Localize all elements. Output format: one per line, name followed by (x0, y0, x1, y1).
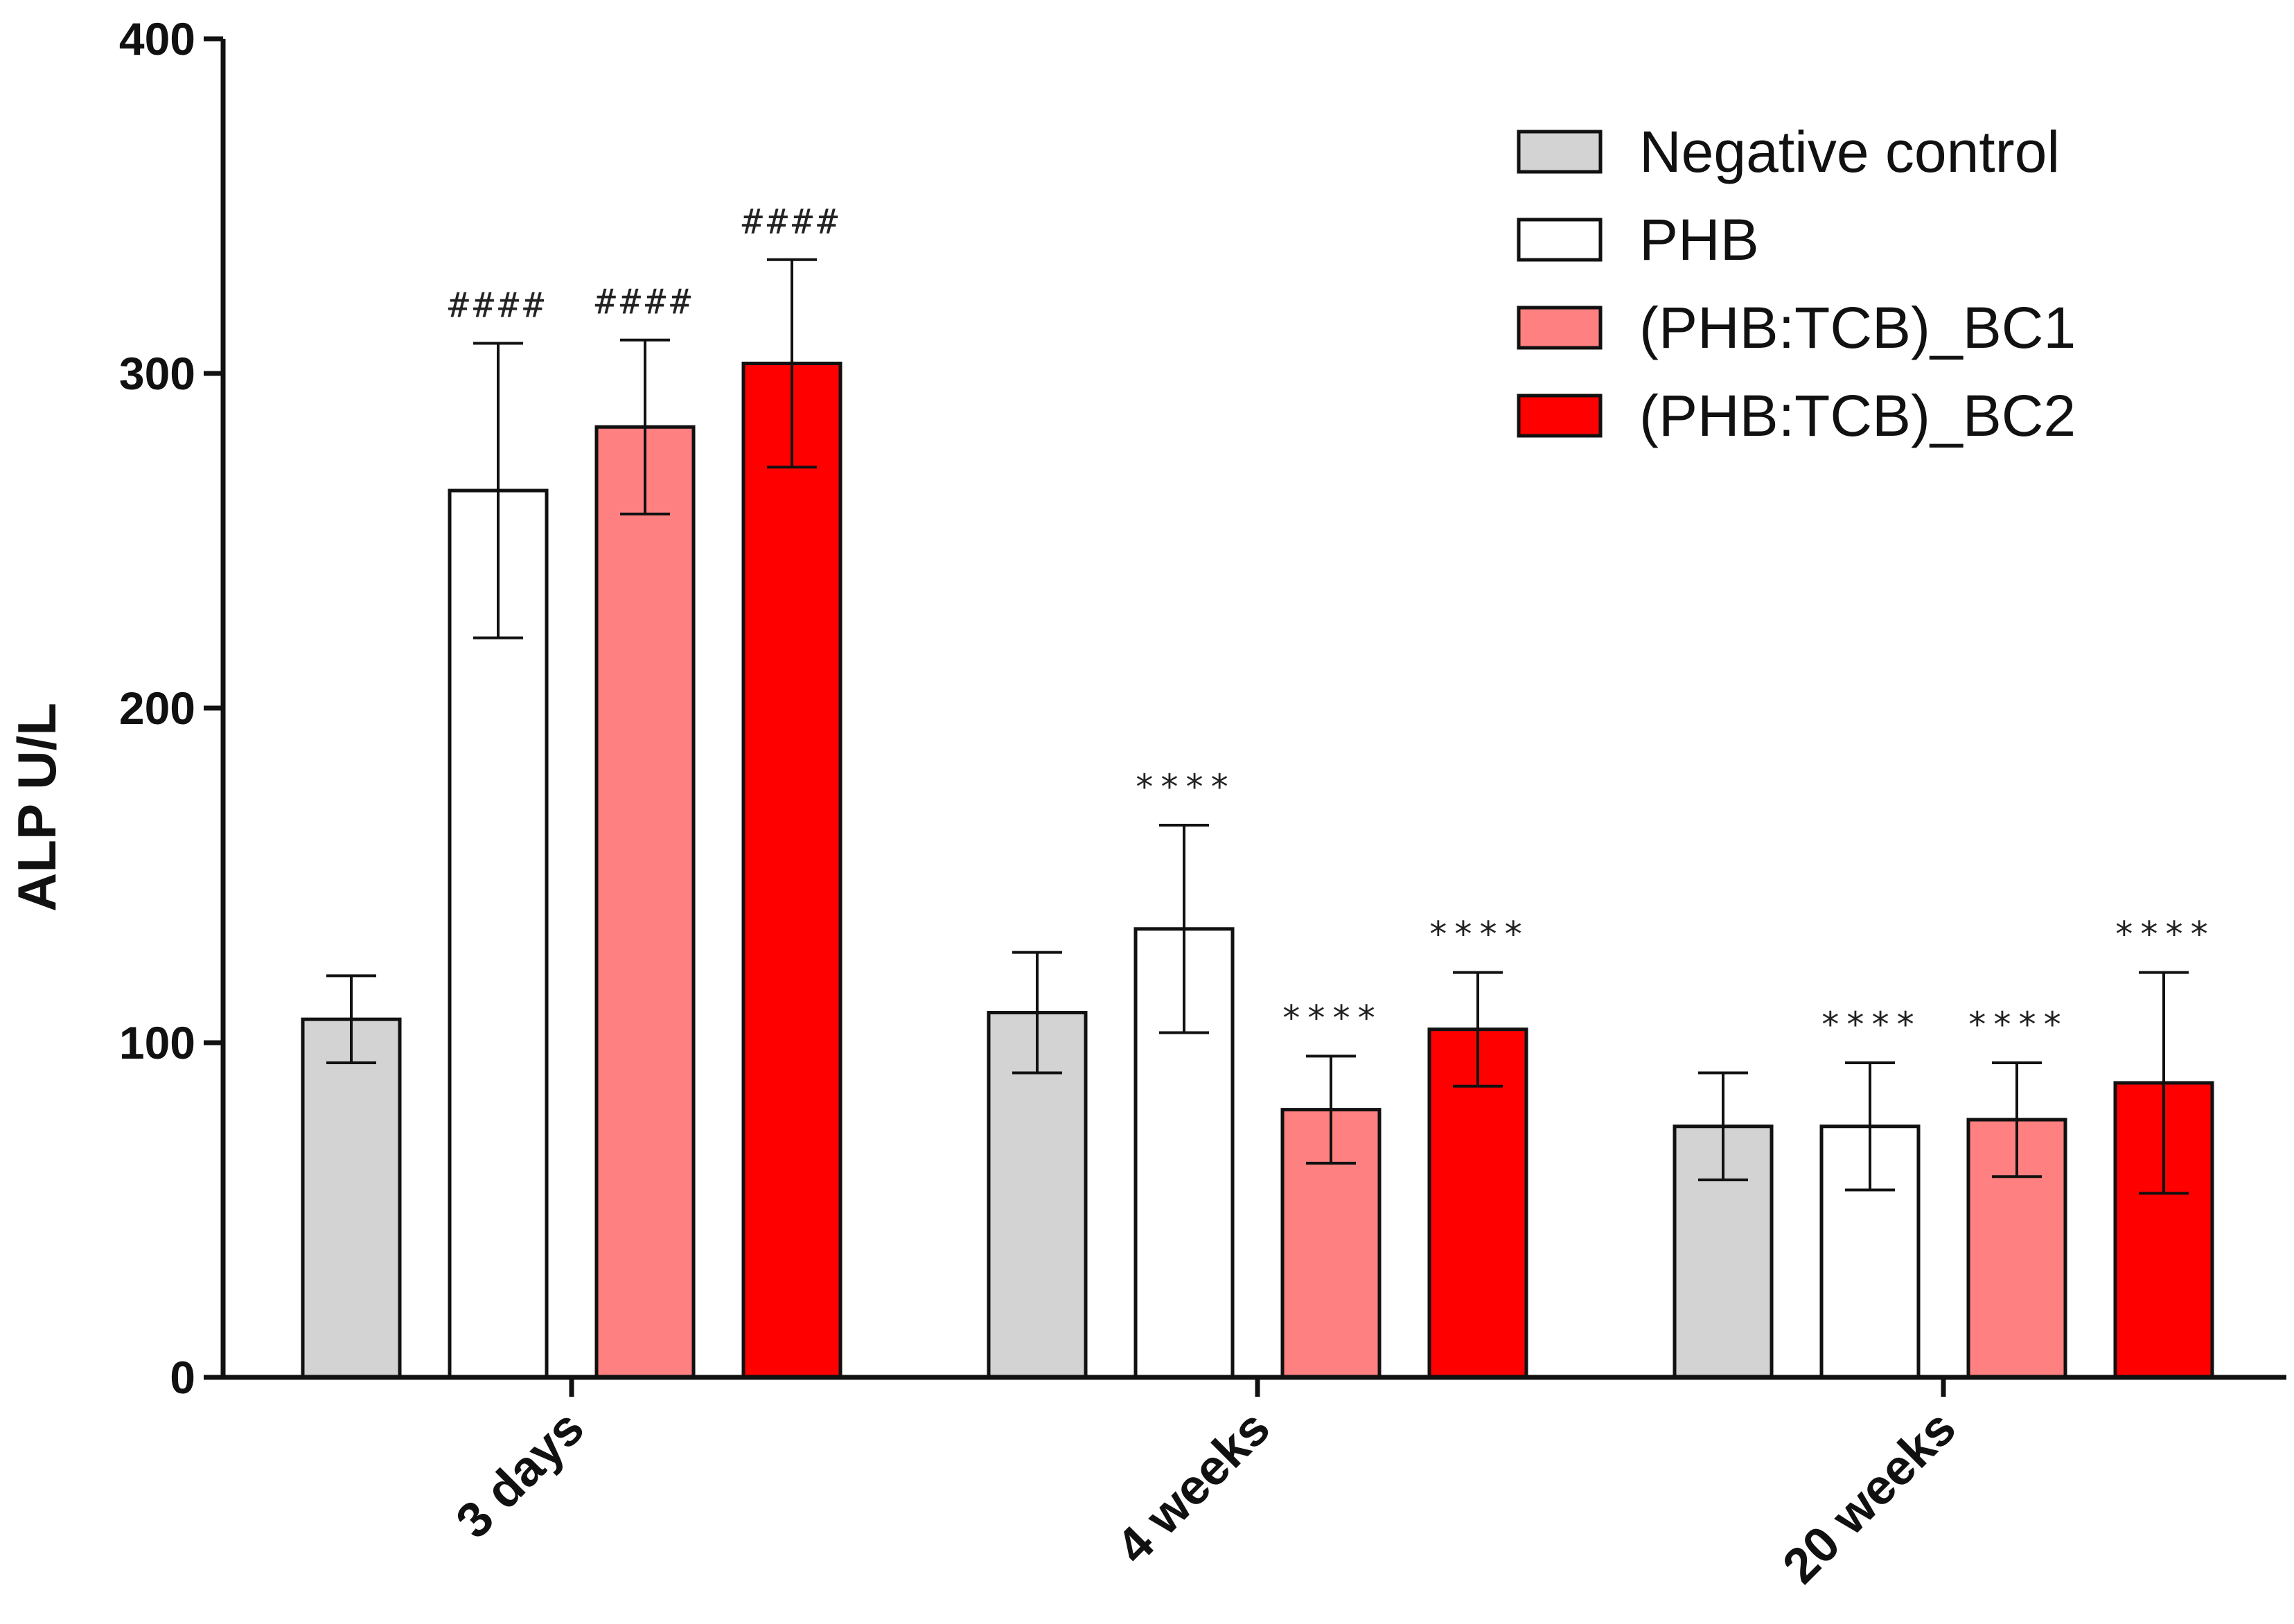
legend-swatch (1517, 394, 1603, 438)
significance-annotations: #### #### #### **** **** **** **** **** **** (448, 202, 2214, 1045)
legend-label: (PHB:TCB)_BC1 (1639, 295, 2076, 360)
significance-label: **** (1820, 1005, 1920, 1045)
legend-swatch (1517, 130, 1603, 174)
x-tick-label: 3 days (445, 1400, 594, 1549)
legend-label: Negative control (1639, 119, 2060, 184)
bars-layer (301, 362, 2214, 1379)
significance-label: #### (595, 282, 695, 322)
significance-label: **** (1967, 1005, 2067, 1045)
legend-swatch (1517, 218, 1603, 262)
bar (741, 362, 842, 1379)
y-axis-title: ALP U/L (6, 703, 67, 912)
y-axis-ticks: 0 100 200 300 400 (119, 13, 223, 1403)
x-tick-label: 4 weeks (1106, 1400, 1280, 1575)
bar (594, 425, 696, 1379)
y-tick-label: 0 (170, 1352, 195, 1403)
y-tick-label: 200 (119, 682, 195, 734)
bar (1280, 1108, 1382, 1379)
legend: Negative control PHB (PHB:TCB)_BC1 (PHB:TCB… (1517, 119, 2076, 448)
significance-label: **** (2114, 915, 2214, 955)
y-tick-label: 400 (119, 13, 195, 64)
significance-label: **** (1134, 767, 1234, 807)
x-axis-ticks: 3 days 4 weeks 20 weeks (445, 1377, 1966, 1594)
significance-label: #### (448, 285, 548, 326)
significance-label: #### (742, 202, 842, 242)
significance-label: **** (1428, 915, 1528, 955)
bar (301, 1017, 402, 1379)
significance-label: **** (1281, 998, 1381, 1038)
y-tick-label: 300 (119, 348, 195, 399)
legend-label: PHB (1639, 207, 1759, 272)
legend-label: (PHB:TCB)_BC2 (1639, 383, 2076, 448)
x-tick-label: 20 weeks (1772, 1400, 1966, 1594)
y-tick-label: 100 (119, 1017, 195, 1068)
error-bars-layer (326, 258, 2189, 1195)
legend-swatch (1517, 306, 1603, 350)
